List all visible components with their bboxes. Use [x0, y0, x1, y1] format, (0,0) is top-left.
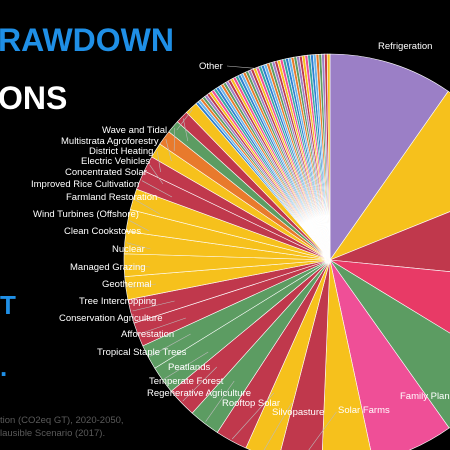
- slice-label-tropical-staple-trees: Tropical Staple Trees: [97, 347, 187, 358]
- pie-slice-unlabeled-2: [329, 211, 450, 273]
- slice-label-clean-cookstoves: Clean Cookstoves: [64, 226, 141, 237]
- leader-line-clean-cookstoves: [129, 220, 150, 232]
- slice-label-nuclear: Nuclear: [112, 244, 145, 255]
- slice-label-refrigeration: Refrigeration: [378, 41, 432, 52]
- slice-label-rooftop-solar: Rooftop Solar: [222, 398, 280, 409]
- footnote-line1: tion (CO2eq GT), 2020-2050,: [0, 415, 124, 426]
- leader-line-rooftop-solar: [263, 402, 292, 450]
- slice-label-family-planning: Family Planning: [400, 391, 450, 402]
- leader-line-tree-intercropping: [132, 300, 175, 312]
- pie-slice-family-planning: [329, 259, 450, 450]
- slice-label-multistrata-agroforestry: Multistrata Agroforestry: [61, 136, 159, 147]
- slice-label-improved-rice-cultivation: Improved Rice Cultivation: [31, 179, 139, 190]
- chart-title-line1: RAWDOWN: [0, 22, 174, 58]
- footnote-line2: lausible Scenario (2017).: [0, 428, 106, 439]
- leader-line-concentrated-solar: [157, 151, 161, 173]
- leader-line-temperate-forest: [205, 380, 235, 422]
- leader-line-conservation-agriculture: [139, 317, 186, 335]
- slice-label-tree-intercropping: Tree Intercropping: [79, 296, 156, 307]
- leader-line-wave-and-tidal: [176, 109, 193, 131]
- slice-label-farmland-restoration: Farmland Restoration: [66, 192, 157, 203]
- pie-labels: Refrigeration Family Planning Solar Farms S…: [31, 41, 450, 450]
- leader-line-electric-vehicles: [165, 138, 172, 162]
- slice-label-district-heating: District Heating: [89, 146, 153, 157]
- slice-label-conservation-agriculture: Conservation Agriculture: [59, 313, 163, 324]
- side-mark: .: [0, 352, 8, 382]
- slice-label-peatlands: Peatlands: [168, 362, 211, 373]
- pie-slice-refrigeration: [329, 53, 449, 261]
- leader-line-multistrata-agroforestry: [182, 118, 189, 142]
- pie-slices: [123, 53, 450, 450]
- slice-label-other: Other: [199, 61, 223, 72]
- slice-label-electric-vehicles: Electric Vehicles: [81, 156, 150, 167]
- slice-label-managed-grazing: Managed Grazing: [70, 262, 146, 273]
- leader-line-other: [226, 65, 260, 69]
- leader-line-regenerative-agriculture: [231, 392, 275, 440]
- slice-label-wind-turbines-offshore: Wind Turbines (Offshore): [33, 209, 139, 220]
- slice-label-regenerative-agriculture: Regenerative Agriculture: [147, 388, 251, 399]
- leader-line-managed-grazing: [126, 264, 151, 268]
- slice-label-wave-and-tidal: Wave and Tidal: [102, 125, 167, 136]
- leader-line-silvopasture: [308, 411, 337, 450]
- source-footnote: tion (CO2eq GT), 2020-2050, lausible Sce…: [0, 414, 300, 440]
- side-text: T: [0, 290, 16, 320]
- pie-slice-other-part-51: [326, 53, 331, 261]
- pie-slice-solar-farms: [321, 259, 371, 450]
- slice-label-solar-farms: Solar Farms: [338, 405, 390, 416]
- slice-label-temperate-forest: Temperate Forest: [149, 376, 224, 387]
- slice-label-silvopasture: Silvopasture: [272, 407, 324, 418]
- slice-label-afforestation: Afforestation: [121, 329, 174, 340]
- leader-line-wind-turbines-offshore: [134, 199, 160, 215]
- slice-label-geothermal: Geothermal: [102, 279, 152, 290]
- leader-line-nuclear: [126, 242, 151, 250]
- chart-title-line2: ONS: [0, 80, 68, 116]
- leader-line-farmland-restoration: [141, 180, 173, 198]
- leader-line-improved-rice-cultivation: [149, 164, 164, 185]
- leader-line-afforestation: [149, 333, 191, 357]
- leader-line-tropical-staple-trees: [164, 351, 209, 380]
- pie-slice-unlabeled-1: [329, 90, 450, 261]
- slice-label-concentrated-solar: Concentrated Solar: [65, 167, 147, 178]
- leader-line-geothermal: [127, 283, 157, 289]
- leader-line-peatlands: [182, 366, 218, 402]
